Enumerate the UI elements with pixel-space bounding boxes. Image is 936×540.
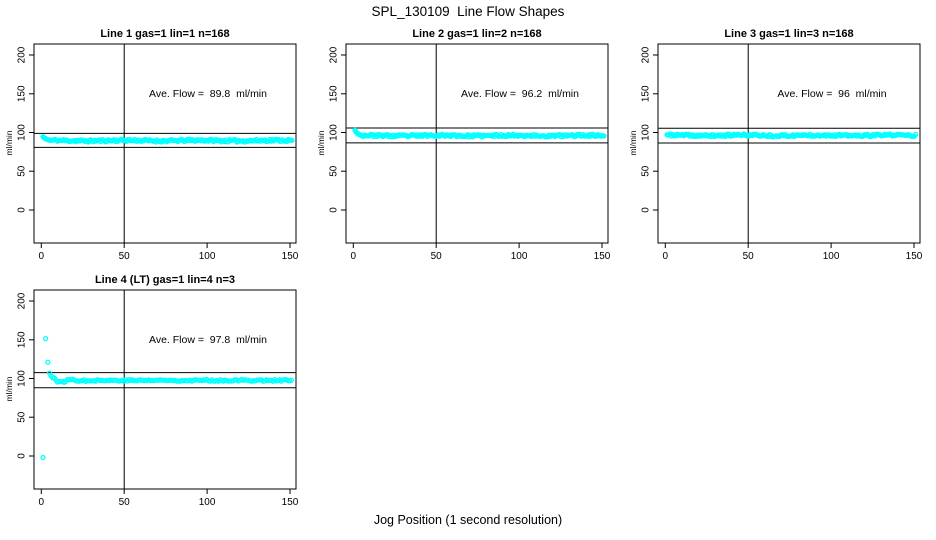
y-tick-label: 50 bbox=[641, 165, 652, 177]
ave-flow-annotation: Ave. Flow = 96.2 ml/min bbox=[461, 88, 579, 100]
y-tick-label: 100 bbox=[641, 124, 652, 141]
y-tick-label: 100 bbox=[329, 124, 340, 141]
y-tick-label: 200 bbox=[641, 46, 652, 63]
x-tick-label: 50 bbox=[743, 251, 755, 262]
x-tick-label: 50 bbox=[119, 497, 131, 508]
data-points bbox=[352, 127, 607, 140]
y-tick-label: 0 bbox=[17, 207, 28, 213]
data-points bbox=[664, 131, 919, 140]
ave-flow-annotation: Ave. Flow = 89.8 ml/min bbox=[149, 88, 267, 100]
y-tick-label: 50 bbox=[17, 165, 28, 177]
plot-svg-1: 0 50 100 150 0 50 100 150 200 bbox=[17, 43, 299, 262]
y-tick-label: 50 bbox=[329, 165, 340, 177]
x-tick-label: 100 bbox=[199, 497, 216, 508]
y-tick-label: 50 bbox=[17, 411, 28, 423]
y-tick-label: 100 bbox=[17, 370, 28, 387]
panel-title: Line 2 gas=1 lin=2 n=168 bbox=[412, 28, 542, 40]
ave-flow-annotation: Ave. Flow = 97.8 ml/min bbox=[149, 334, 267, 346]
panel-title: Line 1 gas=1 lin=1 n=168 bbox=[100, 28, 230, 40]
ave-flow-annotation: Ave. Flow = 96 ml/min bbox=[777, 88, 887, 100]
y-tick-label: 150 bbox=[329, 85, 340, 102]
y-tick-label: 0 bbox=[329, 207, 340, 213]
plot-svg-2: 0 50 100 150 0 50 100 150 200 bbox=[329, 43, 611, 262]
data-point bbox=[601, 133, 607, 139]
y-tick-label: 150 bbox=[17, 85, 28, 102]
panel-line-2: Line 2 gas=1 lin=2 n=168 ml/min Ave. Flo… bbox=[312, 26, 624, 272]
data-points bbox=[40, 134, 295, 145]
y-tick-label: 150 bbox=[17, 331, 28, 348]
data-point bbox=[40, 454, 46, 461]
y-tick-label: 200 bbox=[17, 46, 28, 63]
x-tick-label: 100 bbox=[199, 251, 216, 262]
panel-line-1: Line 1 gas=1 lin=1 n=168 ml/min Ave. Flo… bbox=[0, 26, 312, 272]
y-tick-label: 200 bbox=[329, 46, 340, 63]
plot-box bbox=[33, 43, 297, 244]
x-tick-label: 100 bbox=[823, 251, 840, 262]
x-axis-caption: Jog Position (1 second resolution) bbox=[373, 513, 563, 527]
x-tick-label: 150 bbox=[906, 251, 923, 262]
plot-box bbox=[33, 289, 297, 490]
data-point bbox=[912, 131, 919, 138]
plot-box bbox=[345, 43, 609, 244]
data-point bbox=[45, 359, 51, 365]
data-point bbox=[42, 335, 49, 342]
x-tick-label: 50 bbox=[431, 251, 443, 262]
x-tick-label: 150 bbox=[282, 251, 299, 262]
y-tick-label: 200 bbox=[17, 292, 28, 309]
x-tick-label: 50 bbox=[119, 251, 131, 262]
x-tick-label: 150 bbox=[594, 251, 611, 262]
x-tick-label: 0 bbox=[663, 251, 669, 262]
x-tick-label: 0 bbox=[351, 251, 357, 262]
x-tick-label: 150 bbox=[282, 497, 299, 508]
data-points bbox=[40, 335, 295, 461]
x-tick-label: 100 bbox=[511, 251, 528, 262]
plot-svg-4: 0 50 100 150 0 50 100 150 200 bbox=[17, 289, 299, 508]
x-tick-label: 0 bbox=[39, 497, 45, 508]
main-title: SPL_130109 Line Flow Shapes bbox=[371, 4, 565, 19]
y-tick-label: 0 bbox=[17, 453, 28, 459]
panel-line-3: Line 3 gas=1 lin=3 n=168 ml/min Ave. Flo… bbox=[624, 26, 936, 272]
plot-svg-3: 0 50 100 150 0 50 100 150 200 bbox=[641, 43, 923, 262]
data-point bbox=[289, 137, 295, 143]
data-point bbox=[288, 377, 295, 383]
y-tick-label: 0 bbox=[641, 207, 652, 213]
panel-line-4-lt: Line 4 (LT) gas=1 lin=4 n=3 ml/min Ave. … bbox=[0, 272, 312, 518]
x-tick-label: 0 bbox=[39, 251, 45, 262]
plot-box bbox=[657, 43, 921, 244]
y-tick-label: 100 bbox=[17, 124, 28, 141]
y-tick-label: 150 bbox=[641, 85, 652, 102]
panel-title: Line 3 gas=1 lin=3 n=168 bbox=[724, 28, 854, 40]
panel-title: Line 4 (LT) gas=1 lin=4 n=3 bbox=[94, 274, 236, 286]
